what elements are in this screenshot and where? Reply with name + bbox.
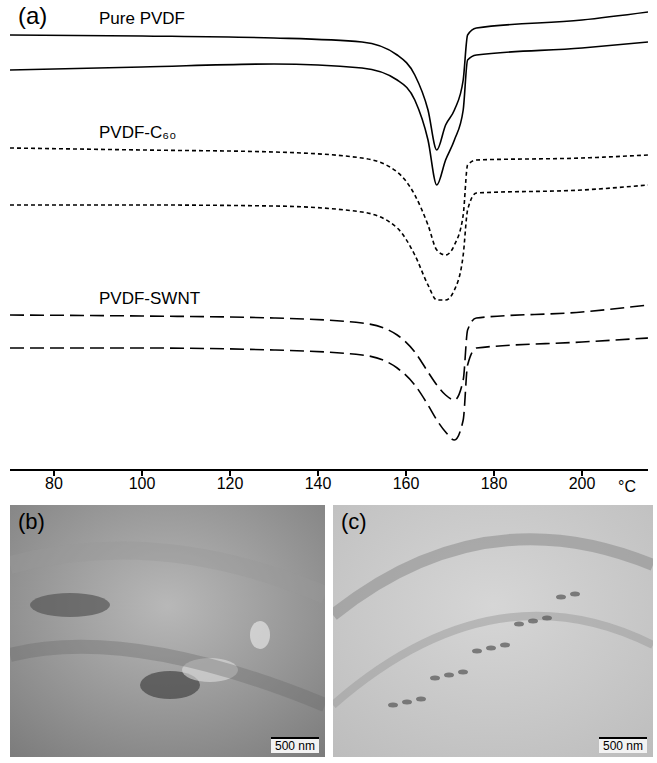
html-text:°C: °C xyxy=(618,478,636,495)
html-text:500 nm: 500 nm xyxy=(603,739,643,753)
svg-text:Pure PVDF: Pure PVDF xyxy=(99,9,185,28)
html-text:(c): (c) xyxy=(341,509,367,534)
svg-text:160: 160 xyxy=(393,475,420,492)
html-text:(b): (b) xyxy=(18,509,45,534)
svg-text:200: 200 xyxy=(569,475,596,492)
svg-text:100: 100 xyxy=(129,475,156,492)
html-text:(a): (a) xyxy=(18,2,48,29)
svg-text:140: 140 xyxy=(305,475,332,492)
svg-text:PVDF-C₆₀: PVDF-C₆₀ xyxy=(99,123,176,142)
svg-text:PVDF-SWNT: PVDF-SWNT xyxy=(99,289,200,308)
svg-text:80: 80 xyxy=(45,475,63,492)
svg-text:120: 120 xyxy=(217,475,244,492)
svg-text:180: 180 xyxy=(481,475,508,492)
html-text:500 nm: 500 nm xyxy=(275,739,315,753)
